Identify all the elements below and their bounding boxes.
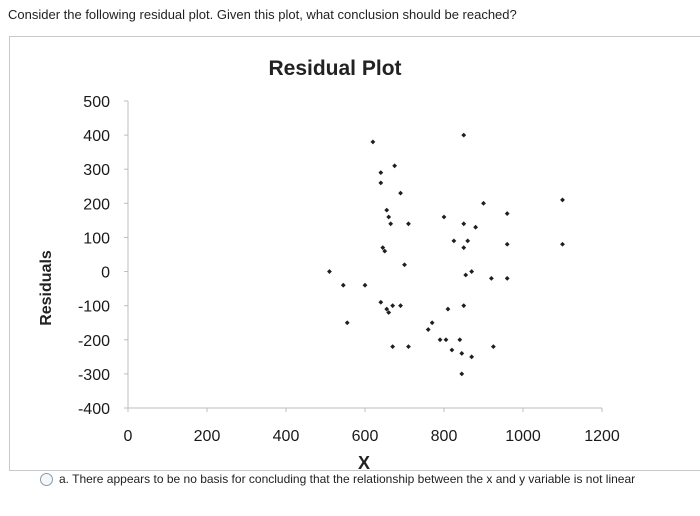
scatter-point: [384, 306, 390, 312]
scatter-point: [459, 351, 465, 356]
scatter-point: [378, 170, 384, 176]
scatter-point: [461, 303, 467, 309]
x-tick-label: 800: [431, 428, 458, 445]
y-tick-label: 300: [83, 162, 110, 179]
scatter-point: [402, 262, 407, 268]
scatter-point: [378, 299, 384, 305]
answer-option-a-label: a. There appears to be no basis for conc…: [59, 472, 636, 486]
scatter-point: [459, 371, 465, 377]
scatter-point: [560, 241, 565, 247]
x-tick-label: 1000: [505, 428, 541, 445]
scatter-point: [392, 163, 398, 169]
scatter-point: [429, 320, 435, 326]
scatter-point: [451, 238, 457, 244]
answer-option-a[interactable]: a. There appears to be no basis for conc…: [40, 472, 635, 486]
scatter-point: [504, 275, 510, 281]
scatter-point: [390, 303, 396, 309]
scatter-point: [465, 238, 471, 244]
x-axis-label: X: [358, 453, 370, 470]
scatter-point: [425, 327, 431, 332]
scatter-point: [461, 132, 467, 138]
y-tick-label: -100: [78, 299, 110, 316]
scatter-point: [386, 214, 392, 220]
scatter-point: [489, 275, 494, 281]
y-tick-label: -200: [78, 333, 110, 350]
x-tick-label: 400: [273, 428, 300, 445]
scatter-point: [370, 139, 376, 145]
scatter-point: [406, 344, 411, 349]
scatter-point: [490, 344, 496, 349]
x-tick-label: 0: [124, 428, 133, 445]
y-tick-label: -400: [78, 401, 110, 418]
chart-canvas: Residual Plot Residuals X 500 400 300 200 10…: [38, 57, 620, 470]
scatter-point: [362, 282, 368, 288]
scatter-point: [327, 269, 332, 274]
scatter-point: [406, 221, 411, 227]
chart-points: [327, 132, 565, 377]
scatter-point: [461, 221, 467, 227]
scatter-point: [398, 303, 403, 309]
scatter-point: [469, 269, 475, 274]
y-tick-label: 200: [83, 196, 110, 213]
residual-plot-chart: Residual Plot Residuals X 500 400 300 200 10…: [9, 36, 700, 471]
scatter-point: [461, 245, 467, 251]
scatter-point: [463, 272, 469, 278]
scatter-point: [340, 282, 346, 288]
scatter-point: [481, 200, 486, 206]
scatter-point: [445, 306, 451, 312]
question-text: Consider the following residual plot. Gi…: [8, 7, 517, 22]
scatter-point: [449, 347, 455, 353]
x-tick-label: 200: [194, 428, 221, 445]
y-tick-label: 500: [83, 94, 110, 111]
scatter-point: [473, 224, 478, 230]
scatter-point: [380, 245, 386, 251]
y-tick-label: 0: [101, 265, 110, 282]
scatter-point: [560, 197, 565, 203]
scatter-point: [386, 310, 392, 315]
x-tick-label: 600: [352, 428, 379, 445]
scatter-point: [384, 207, 390, 213]
scatter-point: [437, 337, 443, 343]
scatter-point: [441, 214, 447, 220]
scatter-point: [390, 344, 396, 349]
x-tick-label: 1200: [584, 428, 620, 445]
scatter-point: [344, 320, 350, 326]
scatter-point: [378, 180, 384, 186]
chart-title: Residual Plot: [268, 57, 401, 80]
y-tick-label: 400: [83, 128, 110, 145]
scatter-point: [504, 241, 510, 247]
radio-button-a[interactable]: [40, 472, 53, 486]
scatter-point: [388, 221, 394, 227]
scatter-point: [504, 211, 510, 216]
scatter-point: [457, 337, 463, 343]
scatter-point: [443, 337, 449, 343]
scatter-point: [398, 190, 403, 196]
y-tick-label: -300: [78, 367, 110, 384]
chart-axes: [124, 100, 603, 412]
scatter-point: [469, 354, 475, 360]
scatter-point: [382, 248, 388, 254]
y-tick-label: 100: [83, 230, 110, 247]
y-axis-label: Residuals: [38, 250, 55, 326]
